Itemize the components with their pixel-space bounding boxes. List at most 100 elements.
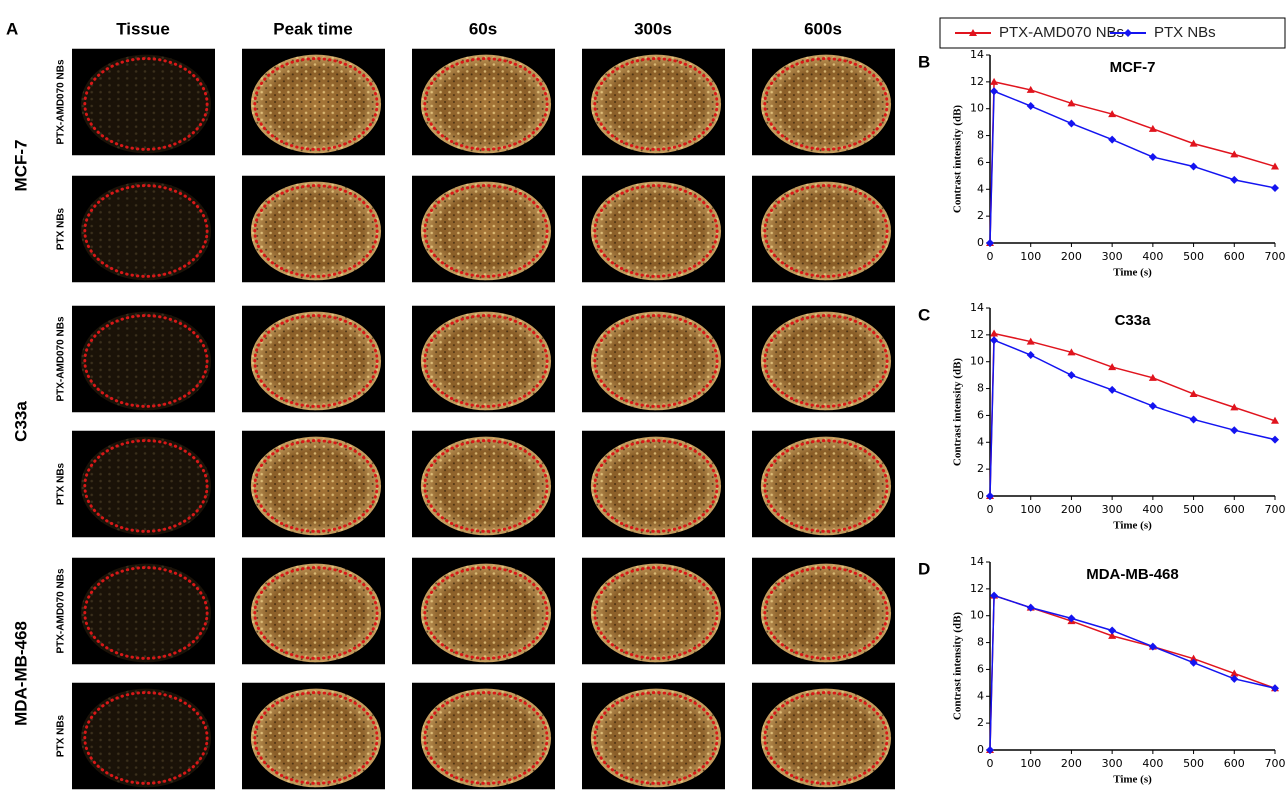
image (582, 305, 725, 413)
marker (1271, 416, 1279, 424)
y-tick-label: 8 (977, 636, 984, 649)
series-line (989, 594, 1276, 751)
marker (1067, 99, 1076, 107)
group-label: MCF-7 (11, 140, 30, 192)
y-tick-label: 14 (970, 48, 984, 61)
y-tick-label: 12 (970, 75, 984, 88)
y-tick-label: 14 (970, 301, 984, 314)
x-axis-label: Time (s) (1113, 520, 1152, 532)
x-tick-label: 600 (1224, 757, 1245, 770)
y-tick-label: 6 (977, 662, 984, 675)
marker (1230, 175, 1239, 184)
image (72, 430, 215, 538)
y-tick-label: 10 (970, 355, 984, 368)
marker (1148, 642, 1157, 651)
y-tick-label: 6 (977, 155, 984, 168)
marker (1026, 85, 1035, 93)
image (752, 682, 895, 790)
marker (1230, 403, 1239, 411)
image (72, 175, 215, 283)
x-tick-label: 500 (1183, 757, 1204, 770)
panel-label: A (6, 19, 18, 38)
marker (1189, 658, 1198, 667)
y-tick-label: 8 (977, 382, 984, 395)
marker (1189, 162, 1198, 171)
x-tick-label: 700 (1265, 250, 1286, 263)
chart-title: MDA-MB-468 (1086, 566, 1179, 583)
y-axis-label: Contrast intensity (dB) (952, 612, 964, 721)
chart-title: C33a (1115, 312, 1152, 329)
legend-label: PTX-AMD070 NBs (999, 24, 1124, 41)
marker (1230, 150, 1239, 158)
image (412, 175, 555, 283)
marker (1189, 389, 1198, 397)
x-tick-label: 100 (1020, 503, 1041, 516)
y-tick-label: 2 (977, 209, 984, 222)
x-tick-label: 400 (1142, 250, 1163, 263)
y-tick-label: 4 (977, 182, 984, 195)
y-tick-label: 2 (977, 462, 984, 475)
x-tick-label: 300 (1102, 250, 1123, 263)
marker (986, 239, 994, 247)
y-axis-label: Contrast intensity (dB) (952, 105, 964, 214)
image (582, 430, 725, 538)
marker (1026, 102, 1035, 111)
legend-label: PTX NBs (1154, 24, 1216, 41)
y-tick-label: 14 (970, 555, 984, 568)
image (752, 175, 895, 283)
marker (1108, 626, 1117, 635)
marker (1108, 135, 1117, 144)
marker (1067, 371, 1076, 380)
series-line (989, 339, 1276, 497)
y-tick-label: 2 (977, 716, 984, 729)
row-label: PTX-AMD070 NBs (56, 59, 67, 144)
legend-marker (1124, 29, 1132, 37)
x-tick-label: 300 (1102, 503, 1123, 516)
row-label: PTX-AMD070 NBs (56, 316, 67, 401)
marker (1189, 415, 1198, 424)
image (752, 430, 895, 538)
x-tick-label: 100 (1020, 250, 1041, 263)
panel-label: D (918, 559, 930, 578)
column-header: 300s (634, 19, 672, 38)
marker (1026, 351, 1035, 359)
marker (1108, 363, 1117, 371)
x-axis-label: Time (s) (1113, 774, 1152, 786)
marker (1108, 631, 1117, 639)
column-header: Tissue (116, 19, 170, 38)
marker (1108, 110, 1117, 118)
column-header: 60s (469, 19, 497, 38)
x-tick-label: 700 (1265, 757, 1286, 770)
series-line (989, 332, 1276, 497)
y-tick-label: 8 (977, 129, 984, 142)
marker (986, 492, 994, 500)
y-tick-label: 4 (977, 689, 984, 702)
panel-label: C (918, 305, 930, 324)
marker (1230, 426, 1239, 435)
row-label: PTX NBs (56, 714, 67, 757)
marker (1189, 139, 1198, 147)
marker (990, 336, 999, 345)
x-tick-label: 200 (1061, 250, 1082, 263)
marker (990, 329, 999, 337)
y-tick-label: 0 (977, 236, 984, 249)
image (242, 682, 385, 790)
column-header: 600s (804, 19, 842, 38)
y-tick-label: 4 (977, 435, 984, 448)
marker (1026, 603, 1035, 612)
marker (990, 87, 999, 96)
marker (990, 591, 999, 600)
marker (1026, 337, 1035, 345)
marker (1230, 669, 1239, 677)
marker (1271, 435, 1279, 444)
image (412, 557, 555, 665)
marker (1148, 402, 1157, 411)
x-tick-label: 0 (987, 757, 994, 770)
image (412, 682, 555, 790)
marker (1148, 124, 1157, 132)
x-tick-label: 500 (1183, 250, 1204, 263)
y-axis-label: Contrast intensity (dB) (952, 358, 964, 467)
image (242, 48, 385, 156)
ultrasound-images (72, 48, 895, 790)
marker (1271, 684, 1279, 693)
